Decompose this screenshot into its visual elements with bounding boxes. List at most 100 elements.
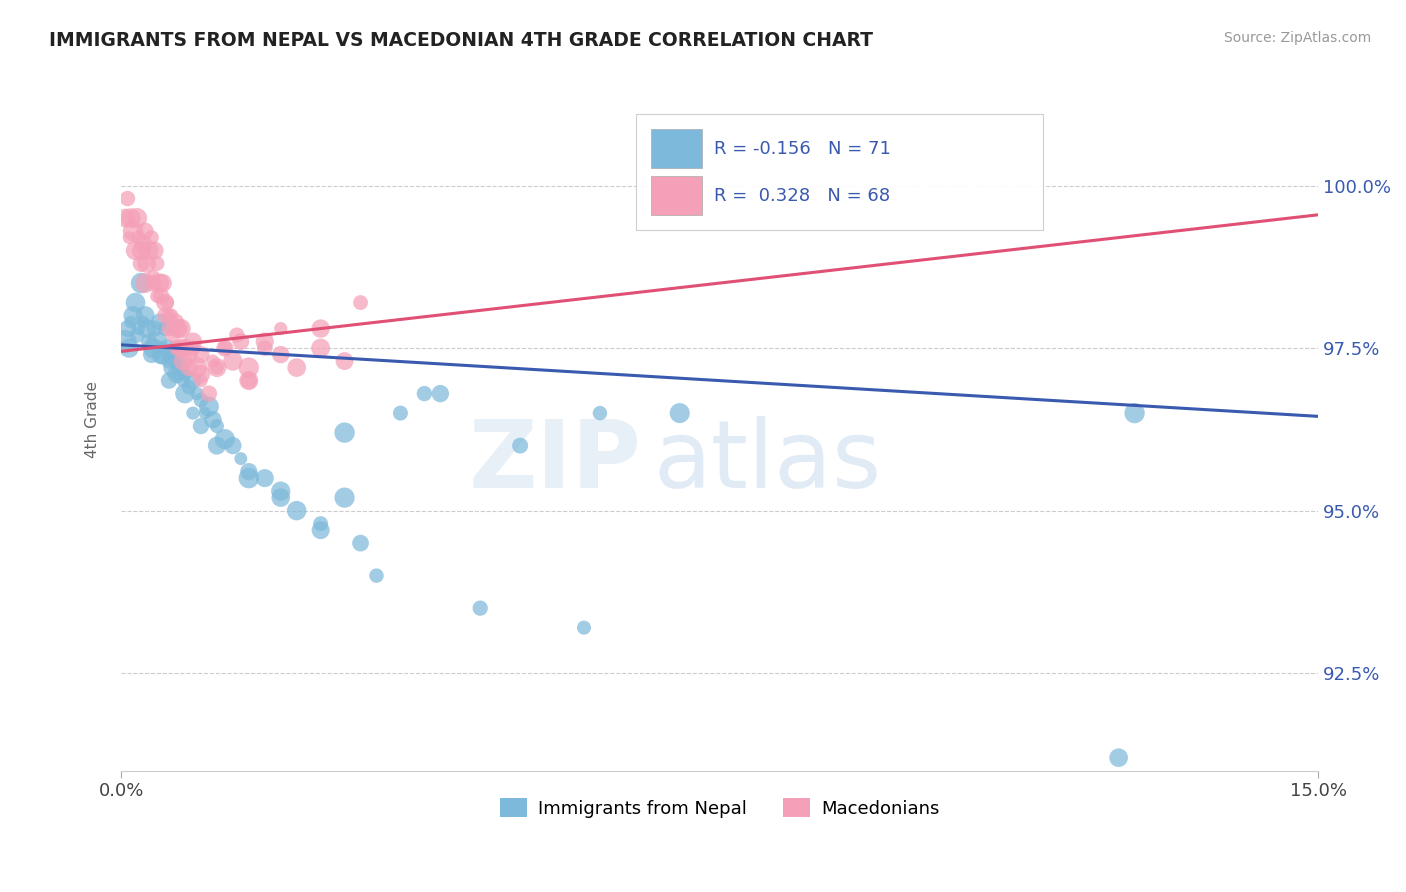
Point [190,374,212,388]
Point [205,439,228,453]
Point [150,289,173,303]
Point [413,386,436,401]
Point [205,419,228,434]
Point [270,491,292,505]
Point [138,334,160,349]
Point [160,348,183,362]
Point [132,315,155,329]
Point [429,386,451,401]
Point [225,328,247,343]
Point [174,341,197,355]
Text: R = -0.156   N = 71: R = -0.156 N = 71 [714,139,890,158]
Point [165,341,187,355]
Point [146,289,169,303]
Legend: Immigrants from Nepal, Macedonians: Immigrants from Nepal, Macedonians [494,791,946,825]
Point [166,354,188,368]
Point [201,354,224,368]
Point [166,321,188,335]
Point [253,471,276,485]
Point [124,244,146,258]
Point [162,360,184,375]
Point [142,269,165,284]
Point [134,309,156,323]
Point [198,386,221,401]
Point [572,621,595,635]
Point [309,523,332,537]
Point [238,360,260,375]
Point [141,230,163,244]
Point [186,386,208,401]
Point [128,321,150,335]
Point [190,367,212,381]
Y-axis label: 4th Grade: 4th Grade [86,381,100,458]
Point [333,425,356,440]
Point [214,432,236,446]
Point [214,341,236,355]
Point [135,321,157,335]
Point [509,439,531,453]
Point [166,341,188,355]
Point [229,334,252,349]
Point [229,451,252,466]
Point [157,374,180,388]
Text: ZIP: ZIP [470,416,641,508]
Point [167,321,190,335]
Point [214,341,236,355]
Point [201,412,224,426]
Point [129,256,152,270]
Point [309,321,332,335]
Point [198,400,221,414]
Text: atlas: atlas [654,416,882,508]
Point [309,516,332,531]
FancyBboxPatch shape [651,176,702,215]
Point [177,348,200,362]
Point [132,237,155,252]
Point [172,354,194,368]
Point [270,321,292,335]
Point [589,406,612,420]
Point [172,374,194,388]
Point [146,256,169,270]
Point [129,244,152,258]
Point [143,244,166,258]
Point [253,334,276,349]
Point [181,334,204,349]
Point [127,211,149,225]
Point [157,354,180,368]
Point [118,230,141,244]
Point [142,341,165,355]
Point [177,360,200,375]
Point [148,315,170,329]
Point [190,393,212,408]
Point [153,295,176,310]
Point [160,309,183,323]
Point [134,276,156,290]
Point [181,341,204,355]
Point [181,406,204,420]
Point [1123,406,1146,420]
Text: IMMIGRANTS FROM NEPAL VS MACEDONIAN 4TH GRADE CORRELATION CHART: IMMIGRANTS FROM NEPAL VS MACEDONIAN 4TH … [49,31,873,50]
Point [366,568,388,582]
Point [114,211,136,225]
FancyBboxPatch shape [636,114,1043,230]
Point [174,386,197,401]
Point [150,341,173,355]
Point [117,192,139,206]
Point [668,406,690,420]
FancyBboxPatch shape [651,129,702,169]
Point [135,256,157,270]
Point [190,348,212,362]
Point [122,309,145,323]
Point [349,295,371,310]
Text: Source: ZipAtlas.com: Source: ZipAtlas.com [1223,31,1371,45]
Point [205,360,228,375]
Point [170,360,193,375]
Point [120,211,142,225]
Point [285,503,308,517]
Point [150,348,173,362]
Point [138,244,160,258]
Point [349,536,371,550]
Point [124,295,146,310]
Point [152,276,174,290]
Point [117,321,139,335]
